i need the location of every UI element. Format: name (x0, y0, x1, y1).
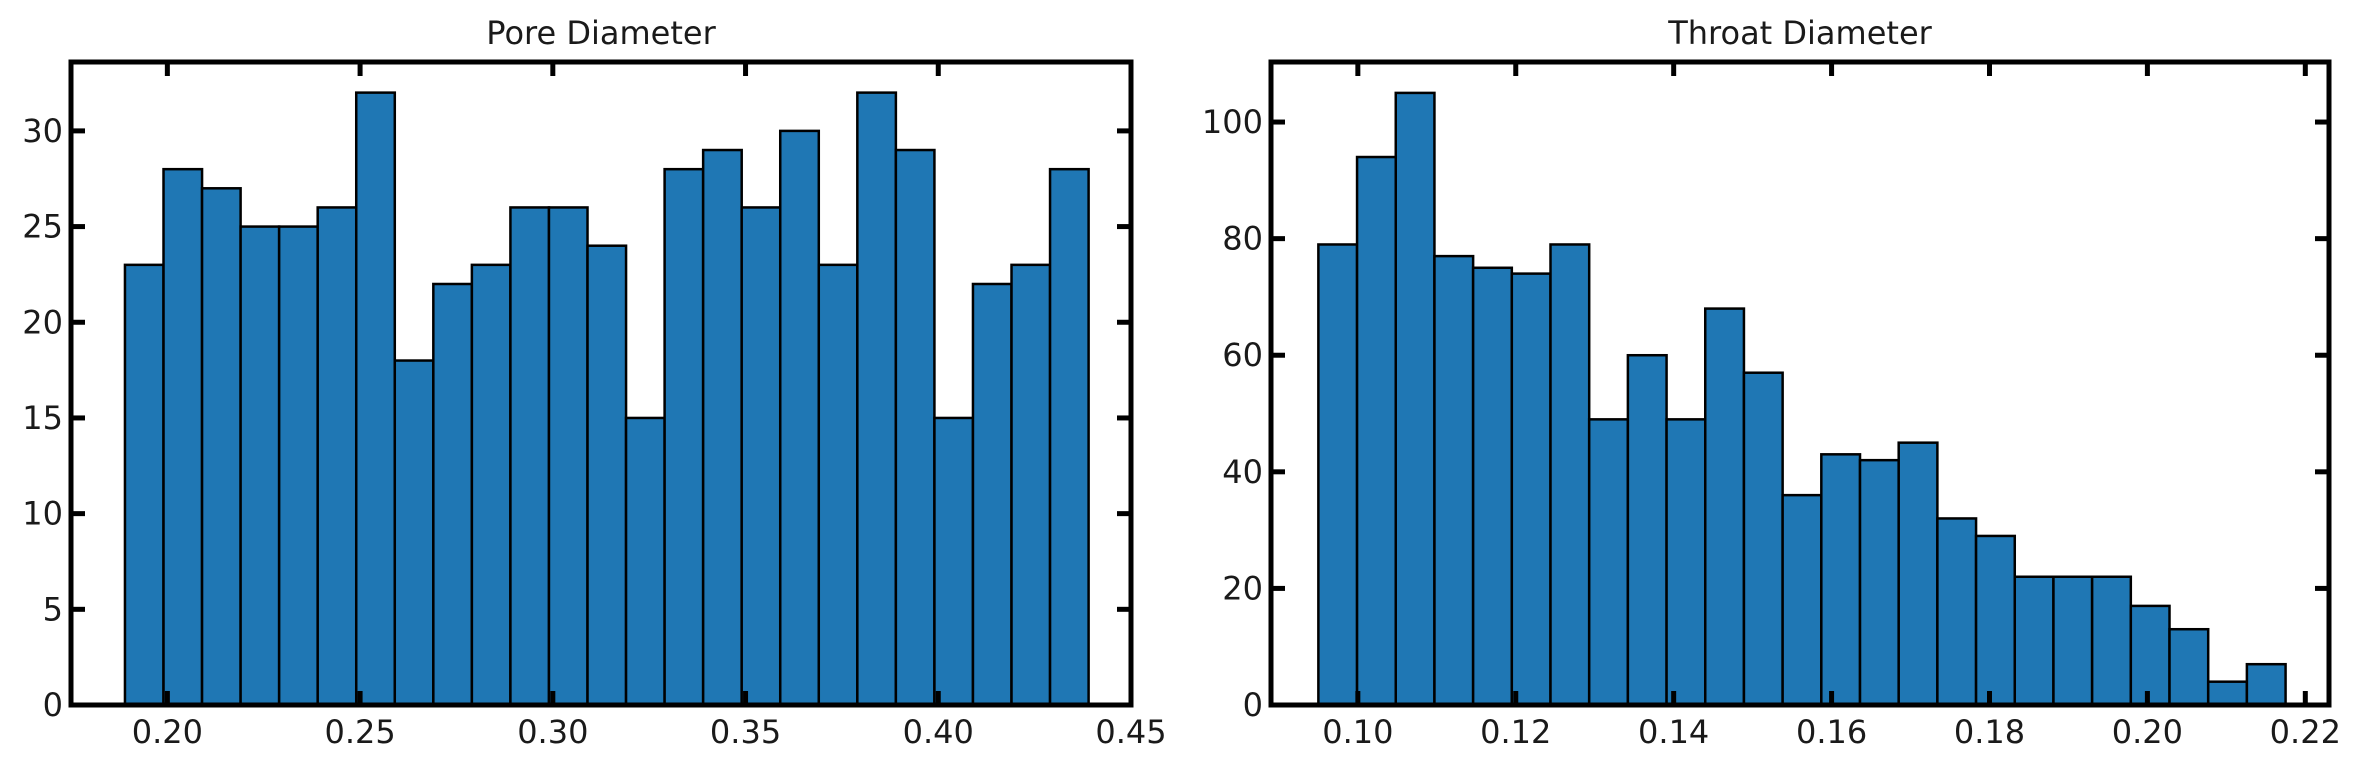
histogram-bar (856, 91, 898, 707)
x-tick-label: 0.12 (1480, 713, 1551, 751)
histogram-bar (2090, 575, 2133, 707)
ticks: 0.10 0.12 0.14 0.16 0.18 0.20 0.22 0 20 40 60 80 100 (1202, 62, 2341, 751)
y-tick-label: 40 (1222, 453, 1263, 491)
histogram-bar (933, 416, 975, 707)
chart-title: Throat Diameter (1667, 14, 1932, 52)
histogram-bar (277, 225, 319, 707)
histogram-bar (2245, 662, 2287, 707)
histogram-bar (393, 359, 435, 707)
y-tick-label: 0 (1243, 686, 1263, 724)
histogram-bar (547, 206, 589, 707)
y-tick-label: 100 (1202, 103, 1263, 141)
histogram-bar (2206, 680, 2249, 707)
y-tick-label: 80 (1222, 220, 1263, 258)
x-tick-label: 0.40 (903, 713, 974, 751)
bars (123, 91, 1090, 707)
y-tick-label: 20 (1222, 569, 1263, 607)
histogram-bar (1897, 441, 1939, 707)
y-tick-label: 5 (43, 590, 63, 628)
histogram-bar (778, 129, 821, 707)
histogram-bar (1394, 91, 1436, 707)
y-tick-label: 30 (22, 112, 63, 150)
histogram-bar (1704, 307, 1746, 707)
axes-frame (1268, 59, 2332, 708)
ticks: 0.20 0.25 0.30 0.35 0.40 0.45 0 5 10 15 20 25 30 (22, 62, 1167, 751)
histogram-bar (1010, 263, 1052, 707)
histogram-bar (817, 263, 859, 707)
histogram-bar (239, 225, 281, 707)
x-tick-label: 0.30 (517, 713, 588, 751)
histogram-bar (701, 148, 743, 707)
histogram-bar (2168, 627, 2210, 707)
histogram-bar (1355, 155, 1398, 707)
histogram-bar (1317, 243, 1359, 707)
x-tick-label: 0.25 (324, 713, 395, 751)
histogram-bar (1820, 453, 1862, 707)
histogram-bar (1626, 353, 1668, 707)
x-tick-label: 0.18 (1954, 713, 2025, 751)
histogram-bar (1549, 243, 1591, 707)
histogram-bar (200, 187, 242, 707)
histogram-bar (354, 91, 397, 707)
histogram-bar (1433, 254, 1475, 707)
histogram-bar (2129, 604, 2171, 707)
histogram-bar (971, 282, 1013, 707)
x-tick-label: 0.35 (710, 713, 781, 751)
histogram-bar (1587, 418, 1630, 707)
y-tick-label: 10 (22, 495, 63, 533)
y-tick-label: 15 (22, 399, 63, 437)
throat-diameter-panel: Throat Diameter 0.10 0.12 0.14 0.16 0.18 0.20… (1202, 14, 2341, 751)
y-tick-label: 0 (43, 686, 63, 724)
bars (1317, 91, 2287, 707)
y-tick-label: 60 (1222, 336, 1263, 374)
histogram-bar (2052, 575, 2094, 707)
chart-title: Pore Diameter (486, 14, 716, 52)
histogram-bar (316, 206, 358, 707)
histogram-bar (740, 206, 782, 707)
histogram-bar (586, 244, 628, 707)
x-tick-label: 0.10 (1322, 713, 1393, 751)
histogram-bar (624, 416, 666, 707)
histogram-bar (1742, 371, 1784, 707)
x-tick-label: 0.20 (132, 713, 203, 751)
histogram-bar (1665, 418, 1707, 707)
x-tick-label: 0.20 (2112, 713, 2183, 751)
histogram-bar (1936, 517, 1978, 707)
histogram-bar (1781, 493, 1823, 707)
histogram-bar (123, 263, 165, 707)
histogram-bar (162, 167, 204, 707)
x-tick-label: 0.14 (1638, 713, 1709, 751)
x-tick-label: 0.16 (1796, 713, 1867, 751)
histogram-bar (470, 263, 512, 707)
x-tick-label: 0.45 (1095, 713, 1166, 751)
y-tick-label: 20 (22, 303, 63, 341)
y-tick-label: 25 (22, 208, 63, 246)
histogram-bar (1510, 272, 1552, 707)
histogram-bar (1858, 458, 1900, 707)
pore-diameter-panel: Pore Diameter 0.20 0.25 0.30 0.35 0.40 0.45 0 5… (22, 14, 1166, 751)
histogram-bar (2013, 575, 2055, 707)
histogram-bar (663, 167, 705, 707)
histogram-bar (894, 148, 936, 707)
histogram-bar (1048, 167, 1090, 707)
histogram-bar (432, 282, 474, 707)
histogram-bar (1471, 266, 1514, 707)
x-tick-label: 0.22 (2270, 713, 2341, 751)
axes-frame (68, 59, 1134, 708)
histogram-bar (1974, 534, 2017, 707)
histogram-bar (509, 206, 551, 707)
